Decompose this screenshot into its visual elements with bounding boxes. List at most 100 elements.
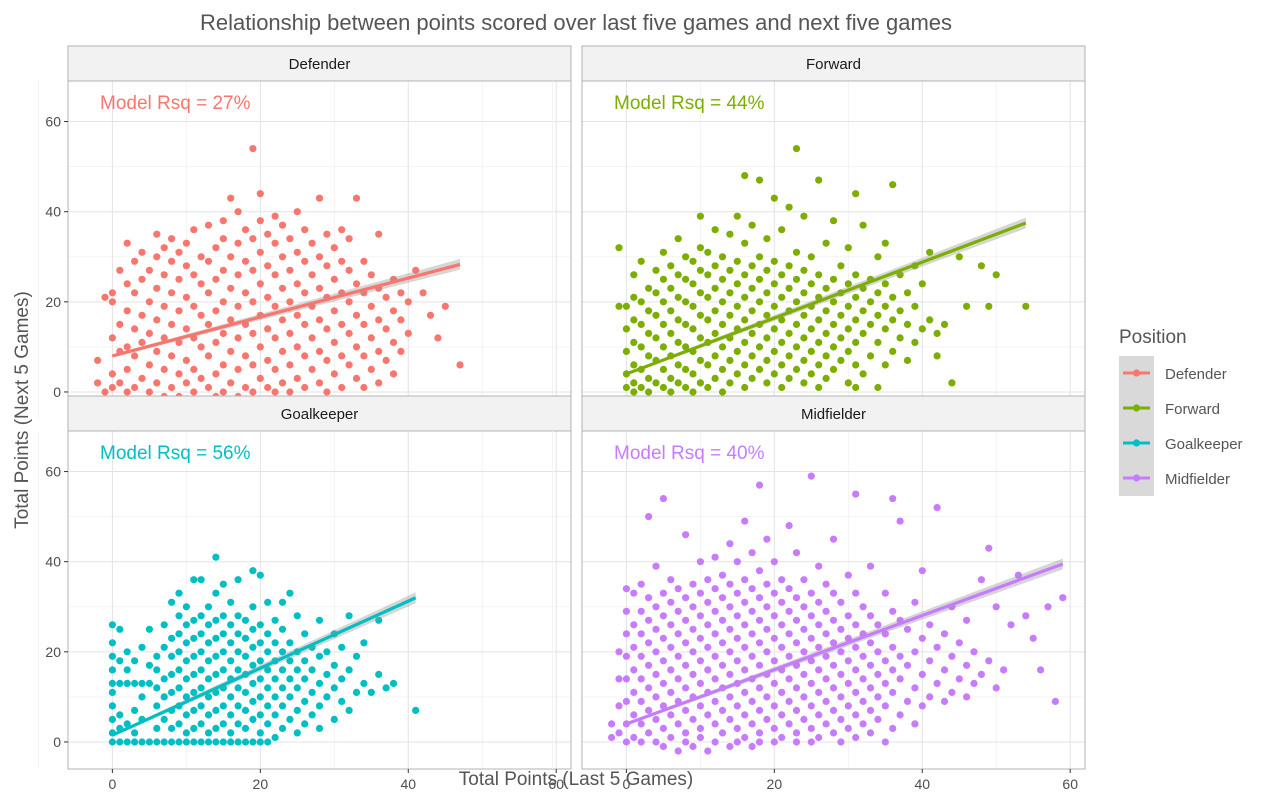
data-point [630,621,638,629]
data-point [763,580,771,588]
data-point [375,670,383,679]
data-point [733,657,741,665]
data-point [382,293,390,301]
data-point [345,298,353,306]
data-point [227,598,235,606]
data-point [426,311,435,319]
data-point [182,325,190,333]
data-point [271,239,279,247]
data-point [204,352,213,360]
data-point [874,289,882,297]
data-point [992,684,1000,692]
data-point [293,280,301,288]
data-point [844,325,852,333]
data-point [792,616,801,624]
data-point [153,666,161,674]
data-point [748,352,756,360]
data-point [190,670,198,679]
data-point [682,253,690,261]
data-point [667,374,675,382]
data-point [330,338,338,346]
data-point [866,298,875,306]
panels-group: Defender Model Rsq = 27% 0 20 40 60 Forward Mod… [38,45,1086,792]
data-point [256,675,264,683]
data-point [175,338,183,346]
data-point [918,670,926,679]
data-point [168,289,176,297]
data-point [807,612,815,620]
data-point [630,316,638,324]
data-point [852,338,860,346]
data-point [948,652,956,660]
data-point [204,711,213,719]
data-point [770,589,778,597]
data-point [770,612,778,620]
data-point [659,343,668,351]
data-point [182,262,190,270]
data-point [903,625,912,633]
data-point [807,347,815,355]
data-point [689,370,697,378]
data-point [323,262,331,270]
data-point [271,334,279,342]
data-point [404,329,412,337]
data-point [108,738,116,746]
data-point [674,652,682,660]
data-point [175,720,183,728]
data-point [286,235,294,243]
y-tick-label: 0 [53,384,61,400]
data-point [911,302,919,310]
data-point [726,670,734,679]
data-point [168,383,176,392]
data-point [770,702,778,710]
data-point [116,679,124,688]
data-point [689,325,697,333]
data-point [108,652,116,660]
data-point [645,684,653,692]
x-tick-label: 60 [548,776,564,792]
data-point [264,702,272,710]
data-point [182,738,190,746]
data-point [755,661,764,669]
data-point [696,702,705,710]
legend-label-forward: Forward [1165,401,1220,418]
data-point [674,271,682,279]
x-tick-label: 20 [253,776,269,792]
data-point [837,693,845,701]
data-point [249,145,257,153]
data-point [256,217,264,225]
data-point [153,316,161,324]
data-point [637,652,645,660]
data-point [345,612,353,620]
data-point [889,347,897,355]
data-point [881,738,889,746]
data-point [256,639,264,647]
data-point [168,352,176,360]
data-point [741,621,749,629]
data-point [219,666,227,674]
data-point [212,553,220,561]
data-point [204,603,213,611]
data-point [741,711,749,719]
data-point [256,190,264,198]
data-point [696,589,705,597]
panel-midfielder: Midfielder Model Rsq = 40% 0 20 40 60 [552,395,1086,792]
data-point [131,706,139,715]
data-point [116,266,124,274]
data-point [704,383,712,392]
data-point [696,244,705,252]
data-point [234,208,242,216]
data-point [308,334,316,342]
data-point [704,598,712,606]
data-point [778,688,786,697]
data-point [815,621,823,629]
data-point [637,607,645,615]
data-point [212,616,220,624]
strip-label-forward: Forward [806,56,861,73]
data-point [792,738,801,746]
data-point [933,504,941,512]
data-point [889,688,897,697]
data-point [108,334,116,342]
data-point [241,352,250,360]
y-tick-label: 20 [45,644,61,660]
